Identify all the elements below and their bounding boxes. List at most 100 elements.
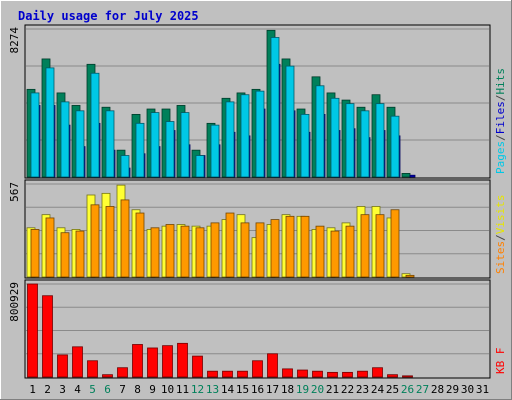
bar-pages-day-23 [360,110,370,178]
x-tick-label-26: 26 [401,383,414,396]
bar-kb-f-day-21 [327,371,338,378]
x-tick-label-23: 23 [356,383,369,396]
bar-sites-day-8 [135,212,145,278]
bar-sites-day-16 [255,222,265,278]
bar-pages-day-11 [180,112,190,178]
bar-sites-day-2 [45,217,55,278]
bar-sites-day-6 [105,206,115,278]
legend-entry: Sites [494,241,507,274]
bar-kb-f-day-5 [87,360,98,378]
bar-pages-day-2 [45,67,55,178]
bar-sites-day-26 [405,274,415,278]
x-tick-label-15: 15 [236,383,249,396]
legend-entry: KB F [494,348,507,375]
bar-sites-day-7 [120,199,130,278]
bar-pages-day-1 [30,92,40,178]
bar-pages-day-10 [165,121,175,178]
bar-pages-day-3 [60,101,70,178]
x-tick-label-11: 11 [176,383,189,396]
bar-kb-f-day-10 [162,345,173,378]
x-tick-label-25: 25 [386,383,399,396]
bar-pages-day-9 [150,112,160,178]
bar-kb-f-day-13 [207,370,218,378]
legend-entry: / [494,234,507,241]
bar-sites-day-10 [165,224,175,278]
bar-pages-day-20 [315,85,325,178]
x-tick-label-21: 21 [326,383,339,396]
bar-kb-f-day-1 [27,283,38,378]
x-tick-label-16: 16 [251,383,264,396]
bar-kb-f-day-25 [387,374,398,378]
bar-pages-day-18 [285,65,295,178]
legend-entry: Files [494,101,507,134]
bar-kb-f-day-26 [402,375,413,378]
bar-sites-day-15 [240,222,250,278]
bar-kb-f-day-19 [297,369,308,378]
bar-sites-day-13 [210,222,220,278]
bar-kb-f-day-15 [237,370,248,378]
bar-sites-day-9 [150,227,160,278]
bar-pages-day-24 [375,103,385,178]
bar-sites-day-20 [315,225,325,278]
bar-kb-f-day-17 [267,353,278,378]
bar-pages-day-12 [195,155,205,178]
bar-kb-f-day-7 [117,367,128,378]
x-tick-label-31: 31 [476,383,489,396]
bar-sites-day-24 [375,214,385,278]
bar-pages-day-13 [210,124,220,178]
bar-pages-day-19 [300,113,310,178]
x-axis-labels: 1 2 3 4 5 6 7 8 9 10 11 12 13 14 15 16 17 18 19 20 21 22 23 24 2… [29,383,489,396]
x-tick-label-4: 4 [74,383,81,396]
bar-kb-f-day-12 [192,355,203,378]
bar-sites-day-11 [180,225,190,278]
bar-sites-day-21 [330,230,340,278]
x-tick-label-6: 6 [104,383,111,396]
bar-pages-day-14 [225,101,235,178]
bar-sites-day-18 [285,215,295,278]
bar-pages-day-25 [390,115,400,178]
bar-sites-day-4 [75,230,85,278]
panel-middle: 567 Sites/Visits [8,179,507,279]
x-tick-label-1: 1 [29,383,36,396]
x-tick-label-19: 19 [296,383,309,396]
bar-kb-f-day-6 [102,374,113,378]
x-tick-label-9: 9 [149,383,156,396]
bar-kb-f-day-14 [222,370,233,378]
bar-hits-day-26 [401,173,411,178]
bar-sites-day-3 [60,232,70,278]
x-tick-label-27: 27 [416,383,429,396]
bar-kb-f-day-24 [372,367,383,378]
panel-top-ymax-label: 8274 [8,27,21,54]
x-tick-label-22: 22 [341,383,354,396]
bar-pages-day-5 [90,72,100,178]
x-tick-label-5: 5 [89,383,96,396]
x-tick-label-8: 8 [134,383,141,396]
x-tick-label-7: 7 [119,383,126,396]
bar-sites-day-19 [300,215,310,278]
bar-pages-day-22 [345,103,355,178]
bar-kb-f-day-9 [147,347,158,378]
legend-entry: / [494,95,507,102]
bar-kb-f-day-18 [282,368,293,378]
bar-sites-day-22 [345,225,355,278]
bar-sites-day-17 [270,219,280,278]
bar-pages-day-8 [135,122,145,178]
chart-title: Daily usage for July 2025 [18,9,199,23]
x-tick-label-18: 18 [281,383,294,396]
x-tick-label-3: 3 [59,383,66,396]
x-tick-label-29: 29 [446,383,459,396]
bar-pages-day-15 [240,94,250,178]
x-tick-label-30: 30 [461,383,474,396]
panel-top: 8274 Pages/Files/Hits [8,24,507,179]
panel-top-legend: Pages/Files/Hits [494,68,507,174]
bar-pages-day-4 [75,110,85,178]
bar-sites-day-14 [225,212,235,278]
bar-pages-day-17 [270,37,280,178]
x-tick-label-20: 20 [311,383,324,396]
legend-entry: Visits [494,195,507,235]
panel-bottom-ymax-label: 800929 [8,282,21,322]
series-sites [30,199,415,278]
